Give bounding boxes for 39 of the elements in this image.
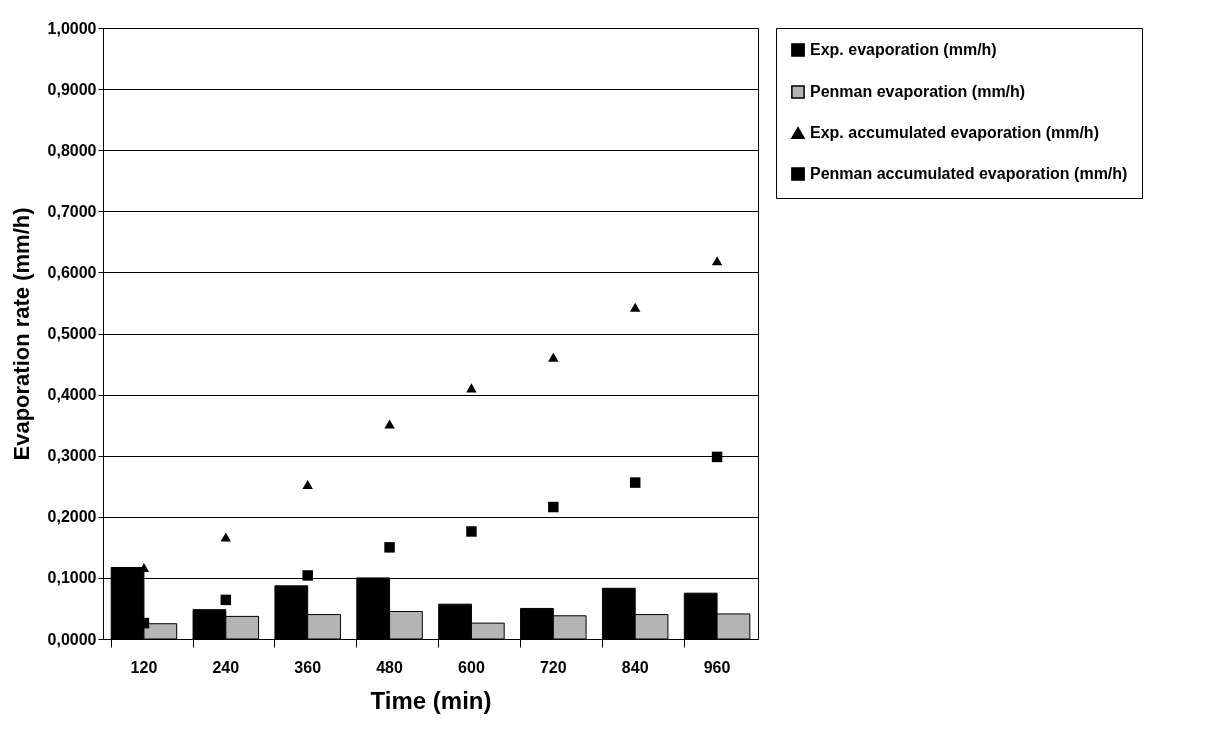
y-tick-label: 0,3000 <box>47 447 97 465</box>
y-tick-label: 0,9000 <box>47 80 97 98</box>
x-tick-label: 480 <box>376 658 404 676</box>
y-tick-label: 0,2000 <box>47 508 97 526</box>
point <box>384 419 395 429</box>
point <box>629 477 641 488</box>
y-axis-title: Evaporation rate (mm/h) <box>8 207 34 461</box>
y-tick-label: 0,8000 <box>47 141 97 159</box>
y-tick-label: 0,7000 <box>47 202 97 220</box>
x-axis-title: Time (min) <box>370 686 492 714</box>
legend-label: Penman accumulated evaporation (mm/h) <box>810 165 1128 182</box>
y-tick-label: 0,5000 <box>47 325 97 342</box>
y-tick-label: 0,1000 <box>47 569 97 587</box>
legend-label: Exp. accumulated evaporation (mm/h) <box>810 124 1099 141</box>
point <box>466 526 477 537</box>
y-tick-label: 0,6000 <box>47 263 97 281</box>
point <box>466 383 477 393</box>
point <box>548 352 559 362</box>
point <box>302 479 313 489</box>
point <box>548 501 559 513</box>
point <box>220 594 232 606</box>
x-tick-label: 960 <box>703 658 731 676</box>
x-tick-label: 840 <box>621 658 649 676</box>
x-tick-label: 120 <box>130 658 158 676</box>
legend-label: Exp. evaporation (mm/h) <box>810 41 997 58</box>
y-tick-label: 1,0000 <box>47 19 97 37</box>
point <box>711 256 723 266</box>
point <box>384 542 395 553</box>
point <box>629 302 641 312</box>
point <box>302 570 313 581</box>
x-tick-label: 720 <box>539 658 567 676</box>
x-tick-label: 240 <box>212 658 240 676</box>
x-tick-label: 600 <box>458 658 485 676</box>
point <box>220 532 232 542</box>
y-tick-label: 0,4000 <box>47 386 97 404</box>
x-tick-label: 360 <box>294 658 322 676</box>
legend-label: Penman evaporation (mm/h) <box>810 83 1026 100</box>
y-tick-label: 0,0000 <box>47 630 97 648</box>
point <box>711 451 723 463</box>
